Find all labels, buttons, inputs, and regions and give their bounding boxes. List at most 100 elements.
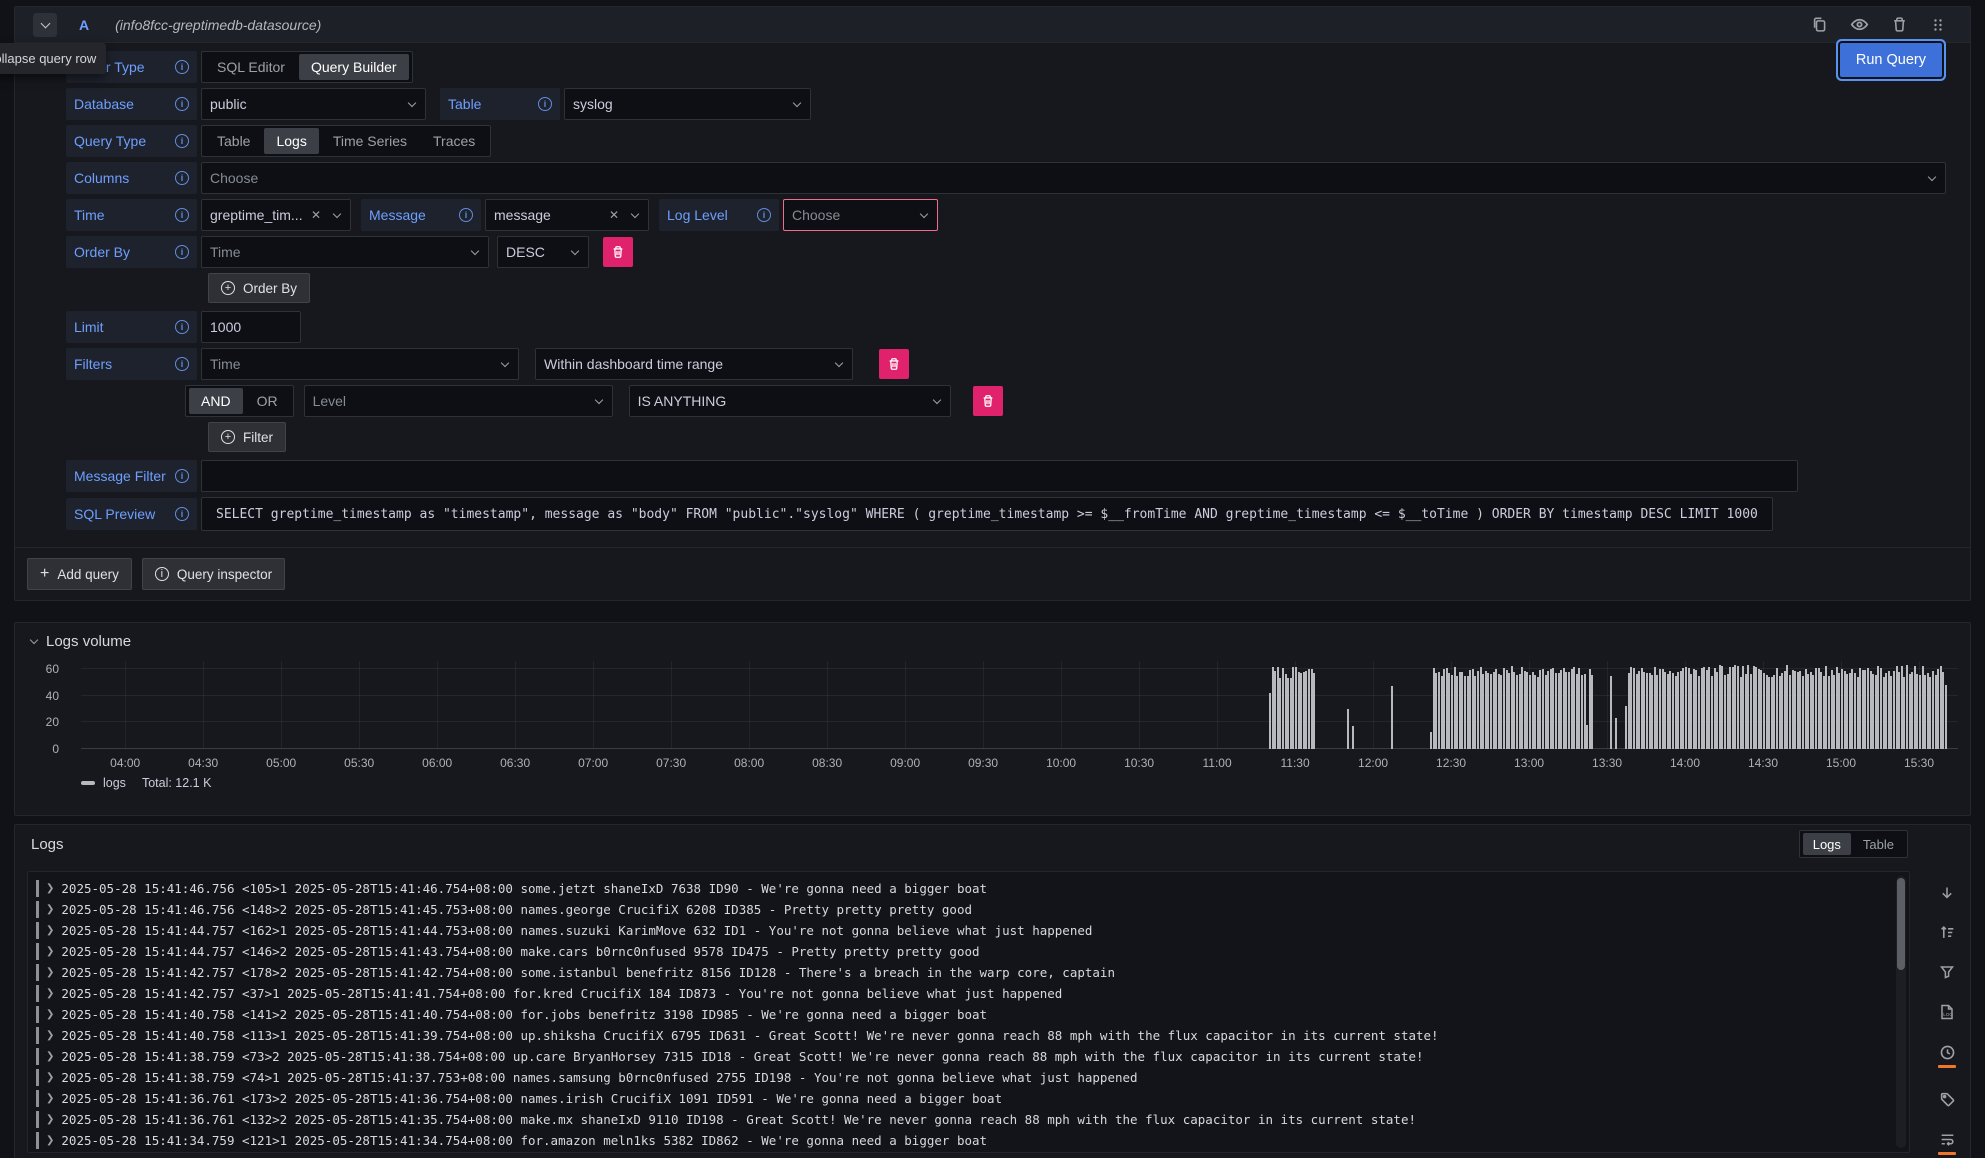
collapse-query-row-button[interactable] [33,12,57,37]
log-row[interactable]: ❯ 2025-05-28 15:41:38.759 <73>2 2025-05-2… [28,1046,1909,1067]
tab-logs[interactable]: Logs [264,128,319,154]
log-row[interactable]: ❯ 2025-05-28 15:41:38.759 <74>1 2025-05-2… [28,1067,1909,1088]
conjunction-and[interactable]: AND [189,388,243,414]
remove-query-button[interactable] [1891,16,1908,33]
info-icon[interactable]: i [175,469,189,483]
log-row[interactable]: ❯ 2025-05-28 15:41:40.758 <141>2 2025-05-… [28,1004,1909,1025]
add-order-by-button[interactable]: + Order By [208,273,311,303]
clear-icon[interactable]: ✕ [310,208,321,222]
columns-select[interactable]: Choose [201,162,1946,194]
tab-traces[interactable]: Traces [421,128,487,154]
remove-order-by-button[interactable] [603,237,633,267]
query-inspector-button[interactable]: i Query inspector [141,558,286,590]
log-row[interactable]: ❯ 2025-05-28 15:41:44.757 <146>2 2025-05-… [28,941,1909,962]
info-icon[interactable]: i [175,208,189,222]
filter2-field-select[interactable]: Level [303,385,613,417]
run-query-button[interactable]: Run Query [1839,43,1942,77]
grid-line-v [749,661,751,749]
volume-bar [1562,668,1565,749]
expand-chevron-icon[interactable]: ❯ [46,1072,55,1083]
wrap-lines-button[interactable] [1938,1131,1956,1155]
info-icon[interactable]: i [175,97,189,111]
log-row[interactable]: ❯ 2025-05-28 15:41:42.757 <178>2 2025-05-… [28,962,1909,983]
limit-input[interactable] [201,311,301,343]
message-column-select[interactable]: message ✕ [485,199,649,231]
volume-bar [1531,672,1534,749]
show-time-button[interactable] [1938,1044,1956,1068]
log-row[interactable]: ❯ 2025-05-28 15:41:46.756 <105>1 2025-05-… [28,878,1909,899]
info-icon[interactable]: i [175,134,189,148]
logs-scrollbar[interactable] [1896,876,1906,1148]
expand-chevron-icon[interactable]: ❯ [46,988,55,999]
filter-operator-select[interactable]: Within dashboard time range [535,348,853,380]
info-icon[interactable]: i [175,320,189,334]
add-query-button[interactable]: + Add query [27,558,132,590]
labels-button[interactable] [1939,1091,1956,1108]
info-icon[interactable]: i [175,171,189,185]
sort-order-button[interactable] [1939,924,1956,941]
expand-chevron-icon[interactable]: ❯ [46,1030,55,1041]
volume-bar [1687,667,1690,749]
tab-sql-editor[interactable]: SQL Editor [205,54,297,80]
expand-chevron-icon[interactable]: ❯ [46,1114,55,1125]
logs-scroll-area[interactable]: ❯ 2025-05-28 15:41:46.756 <105>1 2025-05-… [27,871,1910,1153]
expand-chevron-icon[interactable]: ❯ [46,925,55,936]
select-value: IS ANYTHING [637,393,727,409]
expand-chevron-icon[interactable]: ❯ [46,1135,55,1146]
table-select[interactable]: syslog [564,88,811,120]
info-icon[interactable]: i [757,208,771,222]
expand-chevron-icon[interactable]: ❯ [46,1051,55,1062]
info-icon[interactable]: i [459,208,473,222]
info-icon[interactable]: i [175,60,189,74]
hide-response-button[interactable] [1850,15,1869,34]
database-select[interactable]: public [201,88,426,120]
filter2-operator-select[interactable]: IS ANYTHING [628,385,951,417]
tab-time-series[interactable]: Time Series [321,128,419,154]
clear-icon[interactable]: ✕ [608,208,619,222]
select-value: public [210,96,247,112]
info-icon[interactable]: i [175,507,189,521]
field-label-message-filter: Message Filter i [66,460,197,492]
filter-field-select[interactable]: Time [201,348,519,380]
remove-filter-button[interactable] [879,349,909,379]
volume-bar [1581,674,1584,749]
conjunction-or[interactable]: OR [245,388,290,414]
scrollbar-thumb[interactable] [1897,878,1905,970]
expand-chevron-icon[interactable]: ❯ [46,946,55,957]
info-icon[interactable]: i [175,245,189,259]
info-icon[interactable]: i [538,97,552,111]
remove-filter2-button[interactable] [972,386,1003,416]
info-icon[interactable]: i [175,357,189,371]
filter-button[interactable] [1939,964,1955,980]
log-row[interactable]: ❯ 2025-05-28 15:41:36.761 <132>2 2025-05-… [28,1109,1909,1130]
log-level-select[interactable]: Choose [783,199,938,231]
log-row[interactable]: ❯ 2025-05-28 15:41:34.759 <121>1 2025-05-… [28,1130,1909,1151]
tab-table[interactable]: Table [205,128,262,154]
order-by-field-select[interactable]: Time [201,236,489,268]
log-details-button[interactable]: LOG [1938,1003,1956,1021]
tab-query-builder[interactable]: Query Builder [298,54,409,80]
volume-bar [1490,673,1493,749]
view-logs[interactable]: Logs [1802,833,1851,855]
log-row[interactable]: ❯ 2025-05-28 15:41:36.761 <173>2 2025-05-… [28,1088,1909,1109]
log-row[interactable]: ❯ 2025-05-28 15:41:42.757 <37>1 2025-05-2… [28,983,1909,1004]
log-row[interactable]: ❯ 2025-05-28 15:41:44.757 <162>1 2025-05-… [28,920,1909,941]
order-by-direction-select[interactable]: DESC [497,236,589,268]
log-row[interactable]: ❯ 2025-05-28 15:41:40.758 <113>1 2025-05-… [28,1025,1909,1046]
log-row[interactable]: ❯ 2025-05-28 15:41:46.756 <148>2 2025-05-… [28,899,1909,920]
view-table[interactable]: Table [1853,833,1904,855]
add-filter-button[interactable]: + Filter [208,422,286,452]
scroll-to-bottom-button[interactable] [1939,885,1955,901]
expand-chevron-icon[interactable]: ❯ [46,1009,55,1020]
expand-chevron-icon[interactable]: ❯ [46,1093,55,1104]
expand-chevron-icon[interactable]: ❯ [46,904,55,915]
volume-bar [1929,676,1932,749]
expand-chevron-icon[interactable]: ❯ [46,883,55,894]
logs-volume-header[interactable]: Logs volume [15,623,1970,659]
drag-handle[interactable] [1930,17,1946,33]
legend-series-label[interactable]: logs [103,776,126,790]
time-column-select[interactable]: greptime_tim... ✕ [201,199,351,231]
message-filter-input[interactable] [201,460,1798,492]
expand-chevron-icon[interactable]: ❯ [46,967,55,978]
duplicate-query-button[interactable] [1811,16,1828,33]
